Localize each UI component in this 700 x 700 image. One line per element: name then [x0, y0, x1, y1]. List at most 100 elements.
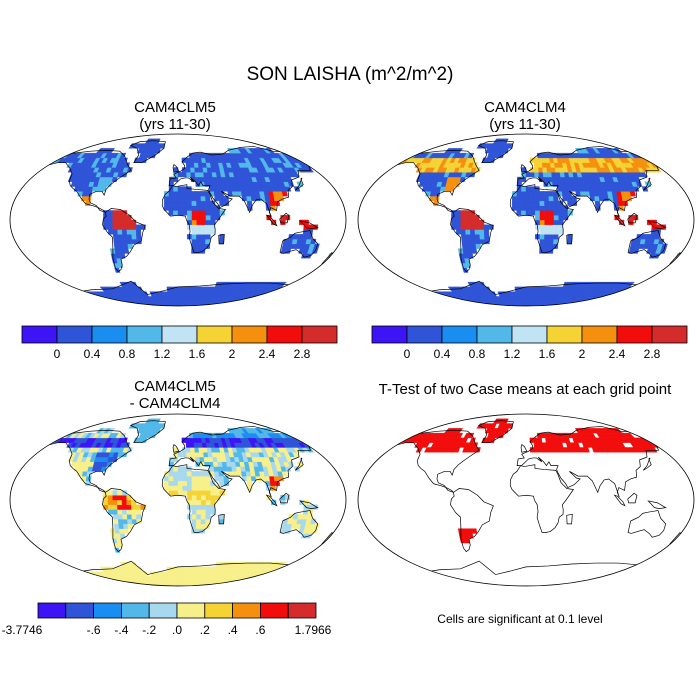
colorbar-box	[231, 325, 268, 344]
colorbar-box	[148, 602, 178, 619]
map-cells	[10, 134, 346, 306]
colorbar-box	[511, 325, 548, 344]
coastline-sa	[102, 208, 146, 273]
colorbar-label: 0.8	[469, 347, 486, 361]
map-cells	[10, 414, 346, 586]
colorbar-box	[406, 325, 443, 344]
coastline-uk	[172, 163, 180, 173]
colorbar-label: .4	[228, 623, 238, 637]
colorbar-label: -.6	[87, 623, 101, 637]
coastline-uk	[520, 163, 528, 173]
coastline-borneo	[627, 212, 638, 224]
coastline-australia	[627, 510, 667, 538]
coastline-africa	[161, 184, 227, 253]
colorbar-label: 2.8	[294, 347, 311, 361]
coastline-na	[392, 149, 480, 213]
colorbar-box	[441, 325, 478, 344]
colorbar-box	[371, 325, 408, 344]
coastline-ng	[299, 500, 319, 509]
coastline-ng	[647, 220, 667, 229]
colorbar-box	[259, 602, 289, 619]
colorbar-label: 2.8	[644, 347, 661, 361]
coastline-na	[44, 429, 132, 493]
colorbar-box	[161, 325, 198, 344]
colorbar-box	[651, 325, 688, 344]
colorbar-label: 0	[54, 347, 61, 361]
coastline-japan	[642, 177, 652, 191]
coastline-africa	[509, 184, 575, 253]
colorbar-label: 2	[229, 347, 236, 361]
coastline-greenland	[129, 420, 166, 444]
coastline-greenland	[477, 420, 514, 444]
coastline-sumatra	[613, 494, 626, 507]
colorbar-box	[196, 325, 233, 344]
colorbar-box	[266, 325, 303, 344]
colorbar-box	[232, 602, 261, 619]
coastline-sa	[450, 208, 494, 273]
panel-title-clm5: CAM4CLM5 (yrs 11-30)	[40, 99, 310, 133]
colorbar-label: -3.7746	[2, 623, 43, 637]
colorbar-diff: -3.7746 -.6 -.4 -.2 .0 .2 .4 .6 1.7966	[2, 602, 332, 637]
panel-title-diff: CAM4CLM5 - CAM4CLM4	[40, 378, 310, 412]
coastline-borneo	[627, 492, 638, 504]
coastline-japan	[642, 457, 652, 471]
colorbar-label: 2.4	[259, 347, 276, 361]
colorbar-label: 1.6	[189, 347, 206, 361]
coastline-uk	[520, 443, 528, 453]
panel-title-line1: CAM4CLM5	[134, 378, 216, 395]
coastline-ng	[647, 500, 667, 509]
coastline-madagascar	[218, 233, 225, 245]
panel-title-ttest: T-Test of two Case means at each grid po…	[350, 381, 700, 398]
colorbar-box	[93, 602, 122, 619]
colorbar-box	[476, 325, 513, 344]
colorbar-label: 1.2	[504, 347, 521, 361]
panel-title-line2: (yrs 11-30)	[139, 116, 211, 133]
coastline-australia	[627, 230, 667, 258]
coastline-eurasia	[516, 426, 668, 498]
coastline-madagascar	[566, 513, 573, 525]
coastline-na	[392, 429, 480, 493]
coastline-borneo	[279, 212, 290, 224]
map-border	[357, 413, 695, 587]
map-clm5	[9, 133, 347, 307]
panel-title-line1: CAM4CLM4	[484, 99, 566, 116]
panel-title-clm4: CAM4CLM4 (yrs 11-30)	[390, 99, 660, 133]
colorbar-box	[56, 325, 93, 344]
panel-title-line2: (yrs 11-30)	[489, 116, 561, 133]
coastline-sumatra	[265, 494, 278, 507]
colorbar-box	[91, 325, 128, 344]
map-diff	[9, 413, 347, 587]
colorbar-box	[126, 325, 163, 344]
coastline-eurasia	[516, 146, 668, 218]
coastline-madagascar	[218, 513, 225, 525]
coastline-africa	[509, 464, 575, 533]
colorbar-label: .2	[200, 623, 210, 637]
colorbar-label: 0	[404, 347, 411, 361]
colorbar-box	[204, 602, 234, 619]
colorbar-label: 1.6	[539, 347, 556, 361]
coastline-japan	[294, 177, 304, 191]
colorbar-box	[121, 602, 150, 619]
coastline-sa	[450, 488, 494, 553]
colorbar-box	[176, 602, 206, 619]
colorbar-box	[65, 602, 95, 619]
coastline-sumatra	[265, 214, 278, 227]
colorbar-label: 0.4	[84, 347, 101, 361]
map-cells	[358, 414, 694, 586]
colorbar-box	[37, 602, 67, 619]
colorbar-label: 1.2	[154, 347, 171, 361]
colorbar-label: .0	[172, 623, 182, 637]
coastline-borneo	[279, 492, 290, 504]
colorbar-box	[287, 602, 317, 619]
coastline-australia	[279, 230, 319, 258]
map-border	[9, 133, 347, 307]
coastline-ng	[299, 220, 319, 229]
colorbar-box	[581, 325, 618, 344]
colorbar-box	[21, 325, 58, 344]
colorbar-label: 1.7966	[295, 623, 332, 637]
colorbar-clm5: 0 0.4 0.8 1.2 1.6 2 2.4 2.8	[21, 325, 338, 361]
coastline-madagascar	[566, 233, 573, 245]
panel-title-line1: T-Test of two Case means at each grid po…	[378, 381, 672, 398]
coastline-sumatra	[613, 214, 626, 227]
coastline-eurasia	[168, 426, 320, 498]
